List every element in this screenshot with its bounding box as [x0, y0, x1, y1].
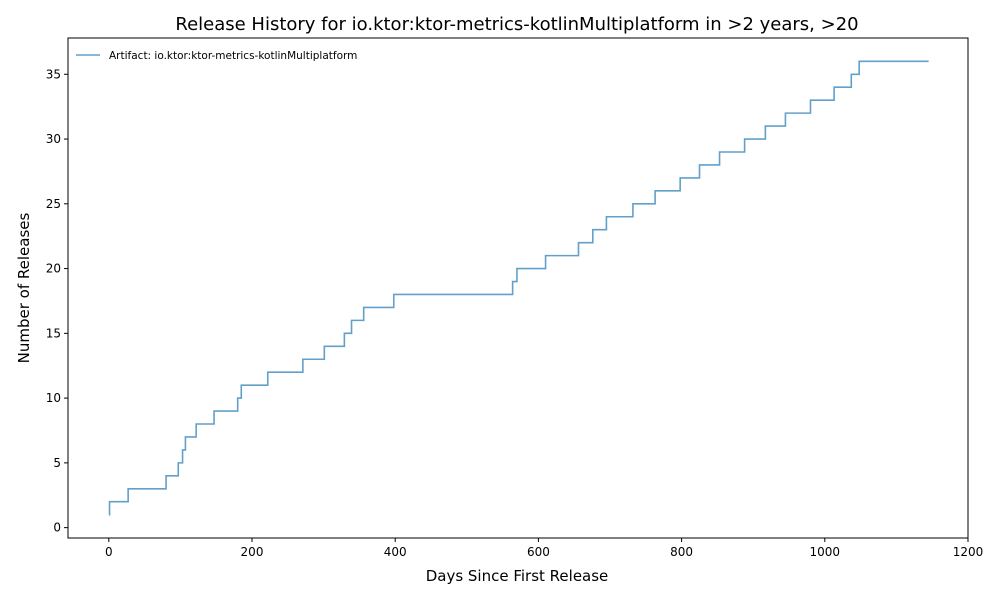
- axes-frame: [67, 37, 969, 539]
- x-tick-label: 0: [105, 545, 113, 559]
- y-axis-label: Number of Releases: [15, 212, 33, 363]
- x-axis-label: Days Since First Release: [426, 567, 609, 585]
- y-tick-label: 35: [46, 67, 61, 81]
- x-tick-label: 400: [384, 545, 407, 559]
- x-tick-label: 600: [527, 545, 550, 559]
- x-tick-label: 800: [670, 545, 693, 559]
- y-tick-label: 25: [46, 197, 61, 211]
- x-tick-label: 1000: [810, 545, 841, 559]
- y-tick-label: 20: [46, 262, 61, 276]
- legend-label: Artifact: io.ktor:ktor-metrics-kotlinMul…: [109, 50, 357, 62]
- y-tick-label: 0: [53, 521, 61, 535]
- x-axis: 0 200 400 600 800 1000 1200: [105, 538, 983, 559]
- y-tick-label: 30: [46, 132, 61, 146]
- plot-area: [108, 60, 929, 516]
- chart-title: Release History for io.ktor:ktor-metrics…: [175, 14, 858, 35]
- y-tick-label: 15: [46, 326, 61, 340]
- legend: Artifact: io.ktor:ktor-metrics-kotlinMul…: [76, 50, 357, 62]
- series-line: [108, 60, 929, 516]
- y-tick-label: 10: [46, 391, 61, 405]
- y-axis: 0 5 10 15 20 25 30 35: [46, 67, 68, 535]
- x-tick-label: 1200: [953, 545, 984, 559]
- x-tick-label: 200: [241, 545, 264, 559]
- y-tick-label: 5: [53, 456, 61, 470]
